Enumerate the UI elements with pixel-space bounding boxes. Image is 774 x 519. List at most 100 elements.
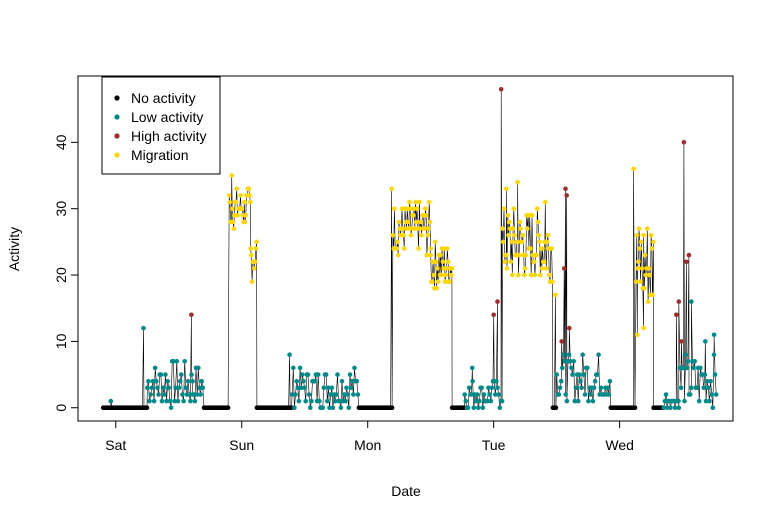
data-point xyxy=(682,398,687,404)
data-point xyxy=(190,378,195,384)
data-point xyxy=(248,199,253,205)
data-point xyxy=(230,219,236,225)
data-point xyxy=(297,365,303,371)
data-point xyxy=(306,392,312,397)
data-point xyxy=(423,213,429,218)
data-point xyxy=(160,385,166,391)
data-point xyxy=(598,385,604,391)
data-point xyxy=(581,372,587,377)
legend-marker xyxy=(114,95,120,101)
data-point xyxy=(432,239,438,245)
data-point xyxy=(606,392,612,397)
data-point xyxy=(447,279,452,285)
data-point xyxy=(480,405,486,411)
data-point xyxy=(501,206,507,211)
data-point xyxy=(325,398,330,404)
data-point xyxy=(303,398,309,404)
data-point xyxy=(154,378,159,384)
y-tick-label: 20 xyxy=(53,267,69,283)
data-point xyxy=(155,385,160,391)
data-point xyxy=(531,259,537,265)
data-point xyxy=(479,385,485,391)
data-point xyxy=(189,312,194,318)
legend-label: High activity xyxy=(131,128,206,144)
legend-marker xyxy=(114,152,120,158)
data-point xyxy=(512,232,517,238)
data-point xyxy=(407,199,412,205)
data-point xyxy=(595,372,600,377)
data-point xyxy=(534,252,539,258)
data-point xyxy=(579,385,584,391)
data-point xyxy=(567,325,572,331)
data-point xyxy=(635,266,640,271)
data-point xyxy=(443,272,449,278)
data-point xyxy=(649,246,655,251)
data-point xyxy=(422,226,427,231)
data-point xyxy=(309,398,314,404)
data-point xyxy=(200,385,206,391)
data-point xyxy=(470,365,475,371)
data-point xyxy=(711,332,717,338)
data-point xyxy=(151,398,157,404)
data-point xyxy=(525,226,530,231)
data-point xyxy=(539,266,545,271)
data-point xyxy=(696,398,702,404)
data-point xyxy=(573,385,579,391)
data-point xyxy=(504,252,509,258)
data-point xyxy=(248,246,253,251)
data-point xyxy=(561,266,567,271)
data-point xyxy=(496,392,502,397)
data-point xyxy=(702,372,708,377)
data-point xyxy=(465,405,471,411)
data-point xyxy=(519,239,525,245)
data-point xyxy=(425,232,431,238)
data-point xyxy=(249,252,254,258)
data-point xyxy=(686,252,692,258)
data-point xyxy=(400,226,406,231)
data-point xyxy=(511,206,517,211)
data-point xyxy=(505,213,511,218)
data-point xyxy=(411,213,416,218)
data-point xyxy=(486,385,491,391)
data-point xyxy=(639,266,645,271)
data-point xyxy=(562,359,567,364)
legend-entry-low-activity: Low activity xyxy=(114,109,203,125)
data-point xyxy=(192,398,198,404)
data-point xyxy=(550,279,555,285)
data-point xyxy=(337,398,343,404)
data-point xyxy=(171,359,176,364)
data-point xyxy=(196,365,201,371)
data-point xyxy=(293,392,298,397)
data-point xyxy=(253,246,259,251)
data-point xyxy=(394,246,400,251)
data-point xyxy=(442,279,448,285)
data-point xyxy=(426,226,431,231)
y-axis: 0 10 20 30 40 xyxy=(53,134,79,412)
data-point xyxy=(650,292,655,298)
data-point xyxy=(553,292,558,298)
data-point xyxy=(308,405,313,411)
data-point xyxy=(499,398,505,404)
data-point xyxy=(580,352,585,358)
data-point xyxy=(668,405,673,411)
data-point xyxy=(536,232,542,238)
data-point xyxy=(495,299,500,304)
data-point xyxy=(516,272,521,278)
data-point xyxy=(389,405,395,411)
data-point xyxy=(225,405,231,411)
data-point xyxy=(634,232,640,238)
data-point xyxy=(636,226,642,231)
data-point xyxy=(571,359,576,364)
data-point xyxy=(186,392,192,397)
legend-entry-high-activity: High activity xyxy=(114,128,206,144)
data-point xyxy=(564,398,570,404)
data-point xyxy=(692,359,697,364)
data-point xyxy=(427,219,433,225)
data-point xyxy=(338,405,344,411)
data-point xyxy=(321,385,327,391)
data-point xyxy=(544,266,549,271)
data-point xyxy=(520,232,526,238)
y-tick-label: 30 xyxy=(53,201,69,217)
data-point xyxy=(544,239,550,245)
data-point xyxy=(145,385,150,391)
